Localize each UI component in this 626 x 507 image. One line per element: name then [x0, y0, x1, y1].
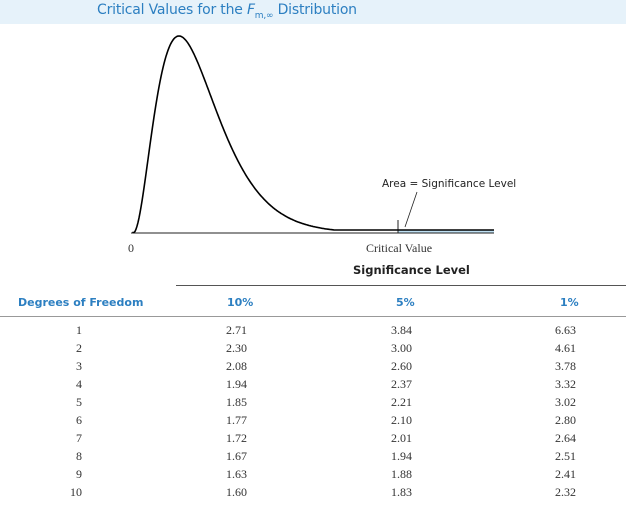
- value-cell: 2.32: [555, 485, 576, 499]
- df-cell: 10: [70, 485, 82, 499]
- value-cell: 2.71: [226, 323, 247, 337]
- table-row: 10 1.60 1.83 2.32: [0, 485, 626, 503]
- column-header-1pct: 1%: [560, 296, 579, 309]
- value-cell: 2.21: [391, 395, 412, 409]
- value-cell: 1.83: [391, 485, 412, 499]
- value-cell: 2.80: [555, 413, 576, 427]
- df-cell: 5: [76, 395, 82, 409]
- table-row: 7 1.72 2.01 2.64: [0, 431, 626, 449]
- df-cell: 4: [76, 377, 82, 391]
- value-cell: 6.63: [555, 323, 576, 337]
- critical-value-label: Critical Value: [366, 241, 432, 255]
- value-cell: 2.64: [555, 431, 576, 445]
- value-cell: 1.85: [226, 395, 247, 409]
- value-cell: 1.63: [226, 467, 247, 481]
- table-row: 5 1.85 2.21 3.02: [0, 395, 626, 413]
- table-row: 8 1.67 1.94 2.51: [0, 449, 626, 467]
- table-row: 3 2.08 2.60 3.78: [0, 359, 626, 377]
- table-header-rule: [0, 316, 626, 317]
- table-row: 6 1.77 2.10 2.80: [0, 413, 626, 431]
- title-suffix: Distribution: [273, 2, 357, 18]
- table-top-rule: [176, 285, 626, 286]
- value-cell: 2.41: [555, 467, 576, 481]
- table-row: 2 2.30 3.00 4.61: [0, 341, 626, 359]
- value-cell: 3.78: [555, 359, 576, 373]
- value-cell: 1.94: [226, 377, 247, 391]
- value-cell: 2.60: [391, 359, 412, 373]
- df-cell: 1: [76, 323, 82, 337]
- value-cell: 2.30: [226, 341, 247, 355]
- value-cell: 3.84: [391, 323, 412, 337]
- density-curve: [132, 35, 494, 234]
- title-symbol: F: [246, 2, 255, 18]
- df-cell: 8: [76, 449, 82, 463]
- area-label: Area = Significance Level: [382, 178, 516, 190]
- value-cell: 2.08: [226, 359, 247, 373]
- area-pointer-line: [404, 191, 418, 228]
- value-cell: 2.51: [555, 449, 576, 463]
- column-header-5pct: 5%: [396, 296, 415, 309]
- value-cell: 1.88: [391, 467, 412, 481]
- value-cell: 1.94: [391, 449, 412, 463]
- value-cell: 1.60: [226, 485, 247, 499]
- title-bar: Critical Values for the Fm,∞ Distributio…: [0, 0, 626, 24]
- df-cell: 7: [76, 431, 82, 445]
- df-cell: 2: [76, 341, 82, 355]
- value-cell: 3.02: [555, 395, 576, 409]
- table-row: 1 2.71 3.84 6.63: [0, 323, 626, 341]
- table-row: 4 1.94 2.37 3.32: [0, 377, 626, 395]
- value-cell: 2.37: [391, 377, 412, 391]
- value-cell: 1.67: [226, 449, 247, 463]
- column-header-10pct: 10%: [227, 296, 254, 309]
- value-cell: 4.61: [555, 341, 576, 355]
- df-cell: 9: [76, 467, 82, 481]
- value-cell: 3.00: [391, 341, 412, 355]
- significance-level-header: Significance Level: [353, 263, 470, 277]
- zero-label: 0: [128, 241, 134, 255]
- value-cell: 1.72: [226, 431, 247, 445]
- title-subscript: m,∞: [254, 10, 274, 21]
- distribution-figure: Area = Significance Level 0 Critical Val…: [128, 35, 516, 255]
- value-cell: 3.32: [555, 377, 576, 391]
- table-row: 9 1.63 1.88 2.41: [0, 467, 626, 485]
- page-title: Critical Values for the Fm,∞ Distributio…: [97, 2, 357, 21]
- value-cell: 2.01: [391, 431, 412, 445]
- value-cell: 1.77: [226, 413, 247, 427]
- df-cell: 3: [76, 359, 82, 373]
- df-column-header: Degrees of Freedom: [18, 296, 144, 309]
- df-cell: 6: [76, 413, 82, 427]
- title-prefix: Critical Values for the: [97, 2, 247, 18]
- value-cell: 2.10: [391, 413, 412, 427]
